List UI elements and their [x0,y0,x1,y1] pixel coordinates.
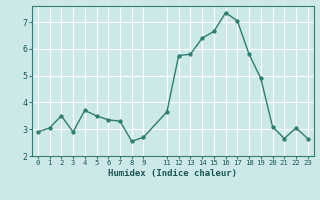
X-axis label: Humidex (Indice chaleur): Humidex (Indice chaleur) [108,169,237,178]
